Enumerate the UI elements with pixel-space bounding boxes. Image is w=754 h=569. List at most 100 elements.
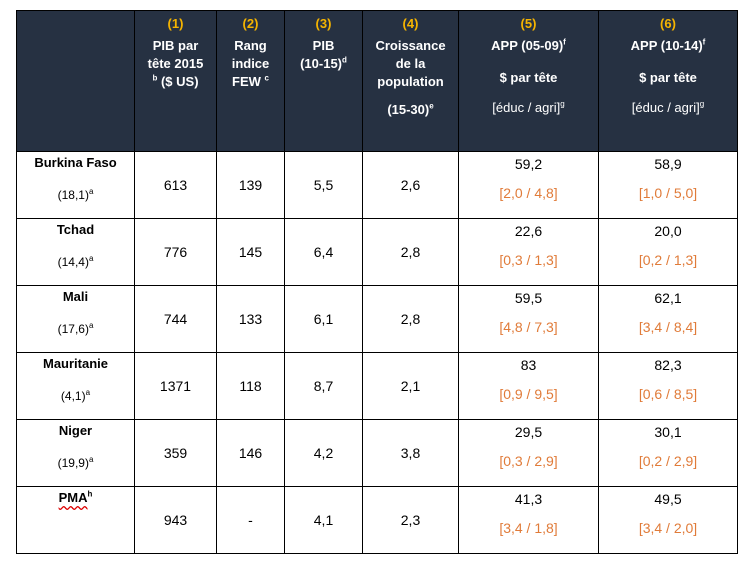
header-row: (1) PIB par tête 2015 b ($ US) (2) Rang … [16, 10, 738, 152]
header-line: FEW c [232, 73, 269, 89]
app-1014-cell: 30,1 [0,2 / 2,9] [598, 419, 738, 487]
app-split: [0,2 / 1,3] [638, 252, 698, 268]
table-row: Tchad (14,4)a 776 145 6,4 2,8 22,6 [0,3 … [16, 218, 738, 286]
app-split: [4,8 / 7,3] [499, 319, 558, 335]
header-line: (10-15)d [300, 55, 347, 71]
header-line: $ par tête [499, 70, 558, 85]
column-number: (6) [660, 16, 676, 31]
app-value: 30,1 [654, 424, 682, 440]
pib-growth-cell: 4,2 [284, 419, 363, 487]
app-0509-cell: 41,3 [3,4 / 1,8] [458, 486, 599, 554]
header-line: (15-30)e [387, 101, 434, 117]
app-value: 22,6 [514, 223, 543, 239]
table-row: Mali (17,6)a 744 133 6,1 2,8 59,5 [4,8 /… [16, 285, 738, 353]
column-number: (1) [167, 16, 184, 31]
header-line: Rang [234, 38, 267, 53]
croissance-cell: 2,1 [362, 352, 459, 420]
column-number: (2) [242, 16, 259, 31]
header-line: PIB par [152, 38, 199, 53]
app-value: 29,5 [514, 424, 543, 440]
country-cell: Mauritanie (4,1)a [16, 352, 135, 420]
header-app-0509: (5) APP (05-09)f $ par tête [éduc / agri… [458, 10, 599, 152]
app-split: [3,4 / 2,0] [638, 520, 698, 536]
rang-cell: 139 [216, 151, 285, 219]
pib-growth-cell: 8,7 [284, 352, 363, 420]
country-population: (4,1)a [60, 388, 91, 404]
header-pib: (1) PIB par tête 2015 b ($ US) [134, 10, 217, 152]
pib-growth-cell: 6,1 [284, 285, 363, 353]
croissance-cell: 3,8 [362, 419, 459, 487]
header-line: $ par tête [639, 70, 697, 85]
app-value: 58,9 [654, 156, 682, 172]
header-line: [éduc / agri]g [492, 99, 565, 115]
data-table: (1) PIB par tête 2015 b ($ US) (2) Rang … [16, 10, 738, 554]
app-split: [0,6 / 8,5] [638, 386, 698, 402]
app-value: 83 [520, 357, 537, 373]
pib-growth-cell: 4,1 [284, 486, 363, 554]
pib-cell: 776 [134, 218, 217, 286]
app-1014-cell: 20,0 [0,2 / 1,3] [598, 218, 738, 286]
country-population: (17,6)a [57, 321, 94, 337]
app-value: 82,3 [654, 357, 682, 373]
app-split: [0,9 / 9,5] [499, 386, 558, 402]
header-line: PIB [312, 38, 335, 53]
header-croissance: (4) Croissance de la population (15-30)e [362, 10, 459, 152]
country-name: Mali [62, 289, 89, 304]
croissance-cell: 2,8 [362, 218, 459, 286]
pib-cell: 943 [134, 486, 217, 554]
table-row: Niger (19,9)a 359 146 4,2 3,8 29,5 [0,3 … [16, 419, 738, 487]
header-pib-growth: (3) PIB (10-15)d [284, 10, 363, 152]
app-0509-cell: 29,5 [0,3 / 2,9] [458, 419, 599, 487]
country-name: PMAh [58, 489, 93, 505]
country-cell: PMAh [16, 486, 135, 554]
app-0509-cell: 83 [0,9 / 9,5] [458, 352, 599, 420]
country-name: Tchad [56, 222, 95, 237]
header-line: APP (05-09)f [491, 37, 566, 53]
table-row: Mauritanie (4,1)a 1371 118 8,7 2,1 83 [0… [16, 352, 738, 420]
app-value: 59,2 [514, 156, 543, 172]
country-cell: Mali (17,6)a [16, 285, 135, 353]
app-value: 49,5 [654, 491, 682, 507]
app-split: [3,4 / 8,4] [638, 319, 698, 335]
app-split: [2,0 / 4,8] [499, 185, 558, 201]
country-name: Burkina Faso [34, 155, 117, 170]
app-0509-cell: 59,5 [4,8 / 7,3] [458, 285, 599, 353]
column-number: (5) [520, 16, 537, 31]
country-population: (19,9)a [57, 455, 94, 471]
app-0509-cell: 59,2 [2,0 / 4,8] [458, 151, 599, 219]
app-value: 62,1 [654, 290, 682, 306]
country-name: Mauritanie [42, 356, 108, 371]
header-line: [éduc / agri]g [631, 99, 705, 115]
rang-cell: 145 [216, 218, 285, 286]
table-row: PMAh 943 - 4,1 2,3 41,3 [3,4 / 1,8] 49,5… [16, 486, 738, 554]
app-0509-cell: 22,6 [0,3 / 1,3] [458, 218, 599, 286]
rang-cell: 133 [216, 285, 285, 353]
rang-cell: - [216, 486, 285, 554]
country-cell: Niger (19,9)a [16, 419, 135, 487]
header-line: tête 2015 [147, 56, 204, 71]
header-line: de la [395, 56, 426, 71]
pib-cell: 359 [134, 419, 217, 487]
country-cell: Burkina Faso (18,1)a [16, 151, 135, 219]
rang-cell: 118 [216, 352, 285, 420]
pib-cell: 1371 [134, 352, 217, 420]
table-row: Burkina Faso (18,1)a 613 139 5,5 2,6 59,… [16, 151, 738, 219]
rang-cell: 146 [216, 419, 285, 487]
column-number: (4) [402, 16, 419, 31]
app-1014-cell: 82,3 [0,6 / 8,5] [598, 352, 738, 420]
app-value: 59,5 [514, 290, 543, 306]
country-population: (14,4)a [57, 254, 94, 270]
croissance-cell: 2,3 [362, 486, 459, 554]
pib-growth-cell: 6,4 [284, 218, 363, 286]
pib-cell: 613 [134, 151, 217, 219]
pib-growth-cell: 5,5 [284, 151, 363, 219]
country-name: Niger [58, 423, 93, 438]
app-split: [0,3 / 2,9] [499, 453, 558, 469]
app-split: [3,4 / 1,8] [499, 520, 558, 536]
app-value: 41,3 [514, 491, 543, 507]
header-blank [16, 10, 135, 152]
app-1014-cell: 62,1 [3,4 / 8,4] [598, 285, 738, 353]
column-number: (3) [315, 16, 332, 31]
app-1014-cell: 58,9 [1,0 / 5,0] [598, 151, 738, 219]
app-split: [0,3 / 1,3] [499, 252, 558, 268]
